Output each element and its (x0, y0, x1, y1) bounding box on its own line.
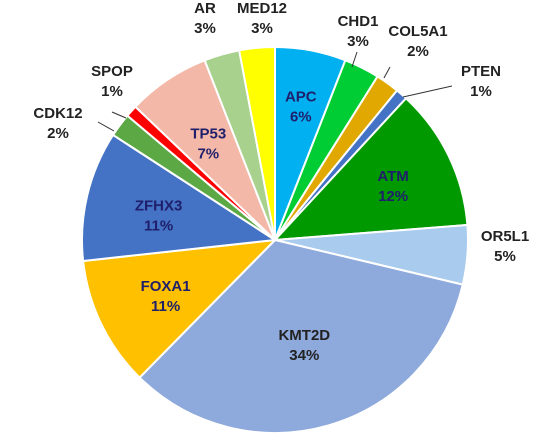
slice-label-spop: SPOP (91, 63, 133, 80)
slice-labels: APC 6% CHD1 3% COL5A1 2% PTEN 1% ATM 12% OR5L1 5% KM… (33, 0, 529, 364)
leader-line-pten (402, 85, 453, 98)
pie-slice-atm (272, 96, 469, 242)
slice-percent-tp53: 7% (197, 146, 219, 163)
slice-label-pten: PTEN (461, 63, 501, 80)
slice-label-tp53: TP53 (190, 126, 226, 143)
pie-slice-kmt2d (138, 238, 464, 434)
slice-label-col5a1: COL5A1 (388, 23, 447, 40)
slice-percent-ar: 3% (194, 20, 216, 37)
slice-label-apc: APC (285, 89, 317, 106)
slice-label-cdk12: CDK12 (33, 105, 82, 122)
pie-slice-zfhx3 (81, 133, 278, 263)
leader-lines (97, 51, 453, 132)
leader-line-cdk12 (97, 121, 115, 132)
slice-label-chd1: CHD1 (338, 13, 379, 30)
slice-percent-zfhx3: 11% (144, 217, 173, 234)
slice-label-med12: MED12 (237, 0, 287, 17)
slice-percent-kmt2d: 34% (289, 347, 319, 364)
slice-label-zfhx3: ZFHX3 (135, 197, 183, 214)
slice-percent-apc: 6% (290, 109, 312, 126)
pie-slice-foxa1 (82, 238, 278, 379)
leader-line-col5a1 (383, 66, 391, 79)
slice-percent-atm: 12% (378, 188, 408, 205)
slice-label-ar: AR (194, 0, 216, 17)
slice-label-kmt2d: KMT2D (278, 327, 330, 344)
pie-slice-med12 (238, 45, 276, 241)
slice-percent-med12: 3% (251, 20, 273, 37)
slice-percent-cdk12: 2% (47, 125, 69, 142)
slice-percent-col5a1: 2% (407, 43, 429, 60)
slice-percent-spop: 1% (101, 83, 123, 100)
leader-line-spop (111, 111, 127, 119)
leader-line-chd1 (351, 51, 358, 68)
slice-percent-foxa1: 11% (151, 298, 180, 315)
pie-slices (81, 45, 469, 434)
slice-percent-or5l1: 5% (494, 248, 516, 265)
slice-label-atm: ATM (377, 168, 408, 185)
slice-label-foxa1: FOXA1 (141, 278, 191, 295)
slice-percent-pten: 1% (470, 83, 492, 100)
slice-percent-chd1: 3% (347, 33, 369, 50)
slice-label-or5l1: OR5L1 (481, 228, 529, 245)
